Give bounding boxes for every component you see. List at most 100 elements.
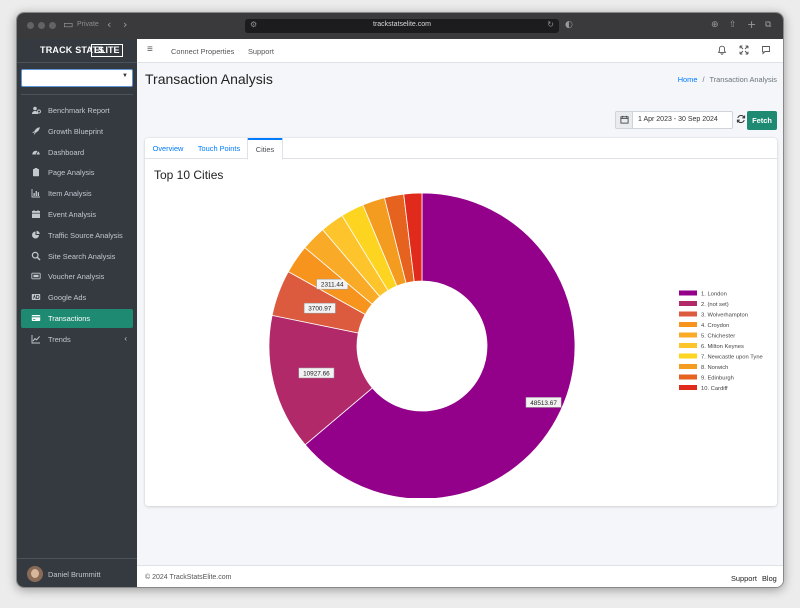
- legend-swatch-1[interactable]: [679, 290, 697, 296]
- legend-swatch-9[interactable]: [679, 374, 697, 380]
- sidebar-toggle-icon[interactable]: ▭: [63, 18, 74, 31]
- legend-swatch-7[interactable]: [679, 353, 697, 359]
- cities-card: Overview Touch Points Cities Top 10 Citi…: [145, 138, 777, 506]
- address-bar[interactable]: ⚙ trackstatselite.com ↻: [245, 19, 559, 33]
- card-tabs: Overview Touch Points Cities: [145, 138, 777, 160]
- sidebar-item-label: Transactions: [48, 314, 91, 323]
- sidebar-item-site-search-analysis[interactable]: Site Search Analysis: [21, 247, 133, 266]
- sidebar-item-dashboard[interactable]: Dashboard: [21, 143, 133, 162]
- sidebar-item-page-analysis[interactable]: Page Analysis: [21, 163, 133, 182]
- sidebar-divider: [21, 94, 133, 95]
- legend-swatch-4[interactable]: [679, 322, 697, 327]
- donut-slice-2[interactable]: [268, 314, 373, 446]
- user-name[interactable]: Daniel Brummitt: [48, 570, 101, 579]
- download-icon[interactable]: ⊕: [711, 20, 719, 30]
- sidebar-item-item-analysis[interactable]: Item Analysis: [21, 184, 133, 203]
- fetch-button[interactable]: Fetch: [747, 111, 777, 130]
- site-settings-icon[interactable]: ⚙: [250, 20, 258, 29]
- brand-logo[interactable]: TRACK STATS ELITE: [17, 39, 137, 63]
- property-selector[interactable]: ▼: [21, 69, 133, 87]
- sidebar-item-google-ads[interactable]: Google Ads: [21, 288, 133, 307]
- legend-swatch-6[interactable]: [679, 343, 697, 348]
- legend-label-6[interactable]: 6. Milton Keynes: [701, 344, 744, 350]
- nav-support[interactable]: Support: [248, 47, 274, 56]
- legend-swatch-5[interactable]: [679, 332, 697, 338]
- refresh-icon[interactable]: [736, 114, 746, 124]
- sidebar-item-label: Benchmark Report: [48, 106, 110, 115]
- breadcrumb-home[interactable]: Home: [677, 75, 698, 84]
- legend-label-1[interactable]: 1. London: [701, 292, 727, 298]
- tab-overview[interactable]: Overview: [152, 144, 184, 153]
- browser-window: ▭ Private ‹ › ⚙ trackstatselite.com ↻ ◐ …: [16, 12, 784, 588]
- share-icon[interactable]: ⇧: [729, 20, 737, 30]
- sidebar-item-label: Traffic Source Analysis: [48, 230, 123, 240]
- brand-badge: ELITE: [91, 44, 123, 57]
- calendar-icon-box[interactable]: [616, 112, 633, 128]
- tab-overview-icon[interactable]: ⧉: [765, 20, 772, 30]
- legend-label-8[interactable]: 8. Norwich: [701, 365, 728, 371]
- tab-touch-points[interactable]: Touch Points: [197, 144, 241, 153]
- data-label-1: 48513.67: [530, 400, 557, 407]
- date-range-value[interactable]: 1 Apr 2023 - 30 Sep 2024: [638, 116, 718, 123]
- legend-label-9[interactable]: 9. Edinburgh: [701, 376, 734, 382]
- sidebar-item-voucher-analysis[interactable]: Voucher Analysis: [21, 267, 133, 286]
- nav-connect-properties[interactable]: Connect Properties: [171, 47, 235, 56]
- date-range-picker[interactable]: 1 Apr 2023 - 30 Sep 2024: [615, 111, 733, 129]
- url-text: trackstatselite.com: [373, 21, 431, 28]
- legend-swatch-10[interactable]: [679, 385, 697, 390]
- legend-swatch-8[interactable]: [679, 364, 697, 369]
- page-title: Transaction Analysis: [145, 71, 273, 87]
- bell-icon[interactable]: [717, 45, 727, 55]
- footer-support-link[interactable]: Support: [731, 574, 757, 583]
- sidebar-item-label: Event Analysis: [48, 210, 97, 219]
- legend-label-5[interactable]: 5. Chichester: [701, 334, 735, 340]
- chevron-left-icon[interactable]: ‹: [124, 333, 127, 343]
- reload-icon[interactable]: ↻: [547, 20, 554, 29]
- donut-slice-10[interactable]: [403, 192, 423, 282]
- sidebar-item-event-analysis[interactable]: Event Analysis: [21, 205, 133, 224]
- dashboard-icon: [32, 150, 40, 155]
- user-panel[interactable]: Daniel Brummitt: [17, 558, 137, 587]
- sidebar-item-transactions[interactable]: Transactions: [21, 309, 133, 328]
- users-cog-icon: [32, 106, 41, 114]
- donut-slice-1[interactable]: [304, 192, 576, 498]
- expand-icon[interactable]: [739, 45, 749, 55]
- legend-label-2[interactable]: 2. (not set): [701, 302, 729, 308]
- data-label-box-3: [303, 302, 336, 314]
- legend-label-7[interactable]: 7. Newcastle upon Tyne: [701, 355, 763, 361]
- sidebar-item-benchmark-report[interactable]: Benchmark Report: [21, 101, 133, 120]
- close-window-button[interactable]: [27, 22, 34, 29]
- avatar[interactable]: [27, 566, 43, 582]
- comment-icon[interactable]: [761, 45, 771, 55]
- forward-icon[interactable]: ›: [123, 18, 128, 31]
- back-icon[interactable]: ‹: [107, 18, 112, 31]
- new-tab-icon[interactable]: +: [747, 18, 757, 31]
- chart-title: Top 10 Cities: [154, 168, 224, 182]
- breadcrumb-current: Transaction Analysis: [709, 75, 777, 84]
- sidebar-item-trends[interactable]: Trends ‹: [21, 330, 133, 349]
- tab-cities[interactable]: Cities: [247, 138, 283, 160]
- footer-blog-link[interactable]: Blog: [762, 574, 777, 583]
- rocket-icon: [32, 126, 40, 135]
- zoom-window-button[interactable]: [49, 22, 56, 29]
- top-navbar: ≡ Connect Properties Support: [137, 39, 783, 63]
- main-content: Transaction Analysis Home / Transaction …: [137, 63, 783, 565]
- legend-label-4[interactable]: 4. Croydon: [701, 323, 729, 329]
- bar-chart-icon: [31, 189, 40, 198]
- legend-swatch-3[interactable]: [679, 311, 697, 317]
- sidebar-item-traffic-source-analysis[interactable]: Traffic Source Analysis: [21, 226, 133, 245]
- legend-label-3[interactable]: 3. Wolverhampton: [701, 313, 748, 319]
- sidebar-item-label: Voucher Analysis: [48, 272, 105, 282]
- legend-label-10[interactable]: 10. Cardiff: [701, 386, 728, 392]
- sidebar-item-label: Page Analysis: [48, 168, 95, 178]
- menu-toggle-icon[interactable]: ≡: [147, 44, 153, 55]
- minimize-window-button[interactable]: [38, 22, 45, 29]
- data-label-2: 10927.66: [303, 370, 330, 377]
- ad-icon: [31, 294, 41, 301]
- clipboard-icon: [33, 168, 39, 177]
- data-label-3: 3700.97: [308, 306, 332, 313]
- legend-swatch-2[interactable]: [679, 301, 697, 306]
- sidebar-item-growth-blueprint[interactable]: Growth Blueprint: [21, 122, 133, 141]
- calendar-icon: [32, 210, 40, 218]
- shield-icon[interactable]: ◐: [565, 20, 573, 30]
